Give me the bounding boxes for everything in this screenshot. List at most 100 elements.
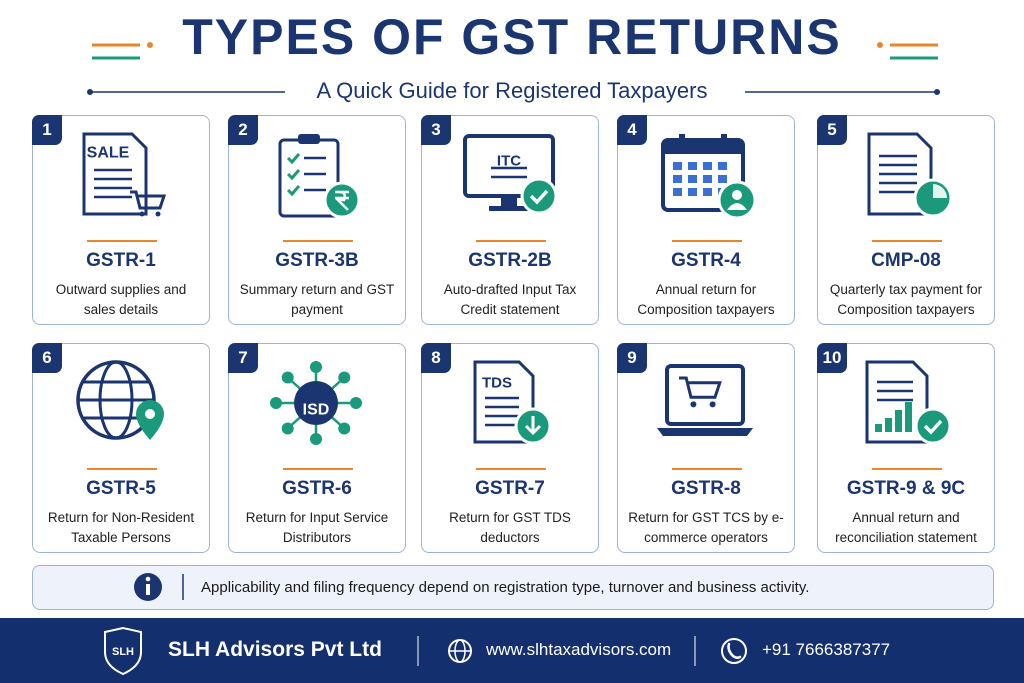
info-glyph <box>145 576 151 582</box>
accent-line <box>476 240 546 242</box>
footer: SLH SLH Advisors Pvt Ltd www.slhtaxadvis… <box>0 618 1024 683</box>
return-card: 8 TDS GSTR-7 Return for GST TDS deductors <box>421 343 599 553</box>
icon-shape <box>688 175 697 183</box>
phone-icon <box>727 642 742 660</box>
icon-shape <box>690 401 697 408</box>
icon-shape <box>905 402 912 432</box>
icon-shape <box>338 422 351 435</box>
icon-shape <box>875 424 882 432</box>
accent-line <box>476 468 546 470</box>
accent-line <box>87 240 157 242</box>
icon-shape <box>727 203 747 210</box>
phone-icon <box>721 638 747 664</box>
icon-shape <box>703 175 712 183</box>
card-icon: TDS <box>473 360 552 445</box>
decor-dot <box>147 42 153 48</box>
icon-shape <box>718 175 727 183</box>
icon-shape <box>688 188 697 196</box>
icon-shape <box>679 134 685 146</box>
accent-line <box>283 468 353 470</box>
icon-shape <box>721 134 727 146</box>
icon-shape <box>885 418 892 432</box>
icon-shape <box>673 175 682 183</box>
icon-label: ISD <box>303 402 330 419</box>
logo-text: SLH <box>112 646 134 658</box>
return-card: 2 GSTR-3B Summary return and GST payment <box>228 115 406 325</box>
icon-shape <box>524 416 542 436</box>
card-number: 4 <box>617 115 647 145</box>
card-icon <box>661 134 757 220</box>
icon-shape <box>703 188 712 196</box>
icon-shape <box>310 433 322 445</box>
card-number: 6 <box>32 343 62 373</box>
icon-shape <box>281 371 294 384</box>
note-text: Applicability and filing frequency depen… <box>201 579 810 596</box>
icon-shape <box>895 410 902 432</box>
icon-shape <box>663 140 743 154</box>
phone: +91 7666387377 <box>762 640 891 659</box>
icon-shape <box>139 211 145 217</box>
card-icon: SALE <box>82 132 167 217</box>
accent-line <box>672 468 742 470</box>
card-icon <box>867 132 953 218</box>
icon-shape <box>286 185 301 197</box>
icon-shape <box>914 407 952 445</box>
return-name: GSTR-6 <box>282 478 352 499</box>
card-icon: ISD <box>270 361 362 445</box>
return-name: GSTR-3B <box>275 250 359 271</box>
return-card: 9 GSTR-8 Return for GST TCS by e-commerce … <box>617 343 795 553</box>
icon-shape <box>923 419 943 435</box>
icon-shape <box>145 409 155 419</box>
info-glyph <box>146 584 150 595</box>
icon-shape <box>673 162 682 170</box>
return-card: 5 CMP-08 Quarterly tax payment for Composi… <box>817 115 995 325</box>
icon-shape <box>310 361 322 373</box>
return-name: GSTR-2B <box>468 250 552 271</box>
icon-shape <box>298 134 320 144</box>
icon-label: TDS <box>482 374 512 391</box>
card-number: 8 <box>421 343 451 373</box>
card-number: 1 <box>32 115 62 145</box>
return-card: 4 GSTR-4 Annual return for Composition tax… <box>617 115 795 325</box>
decor-dot <box>934 89 940 95</box>
icon-shape <box>294 381 338 425</box>
icon-shape <box>489 206 529 211</box>
accent-line <box>87 468 157 470</box>
return-name: GSTR-9 & 9C <box>846 478 966 499</box>
icon-shape <box>933 184 947 198</box>
card-number: 3 <box>421 115 451 145</box>
title: TYPES OF GST RETURNS <box>182 9 842 65</box>
icon-shape <box>673 188 682 196</box>
accent-line <box>283 240 353 242</box>
card-icon <box>278 134 361 219</box>
return-name: CMP-08 <box>871 250 941 271</box>
card-number: 5 <box>817 115 847 145</box>
accent-line <box>872 240 942 242</box>
card-number: 7 <box>228 343 258 373</box>
icon-shape <box>155 211 161 217</box>
decor-dot <box>877 42 883 48</box>
icon-label: SALE <box>87 145 130 162</box>
return-description: Quarterly tax payment for Composition ta… <box>829 282 983 317</box>
icon-shape <box>130 190 167 210</box>
icon-shape <box>529 189 549 205</box>
return-description: Summary return and GST payment <box>239 282 395 317</box>
return-card: 6 GSTR-5 Return for Non-Resident Taxable P… <box>32 343 210 553</box>
icon-shape <box>270 397 282 409</box>
accent-line <box>872 468 942 470</box>
icon-shape <box>688 162 697 170</box>
return-description: Return for Input Service Distributors <box>245 510 389 545</box>
icon-shape <box>520 177 558 215</box>
return-description: Outward supplies and sales details <box>55 282 187 317</box>
return-name: GSTR-4 <box>671 250 741 271</box>
subtitle: A Quick Guide for Registered Taxpayers <box>316 78 708 103</box>
return-description: Return for GST TCS by e-commerce operato… <box>628 510 784 545</box>
return-name: GSTR-7 <box>475 478 545 499</box>
card-icon <box>657 364 753 436</box>
return-description: Annual return for Composition taxpayers <box>637 282 775 317</box>
return-card: 10 GSTR-9 & 9C Annual return and reconcili… <box>817 343 995 553</box>
icon-shape <box>334 190 349 211</box>
icon-shape <box>82 132 148 216</box>
card-icon: ITC <box>463 134 558 215</box>
